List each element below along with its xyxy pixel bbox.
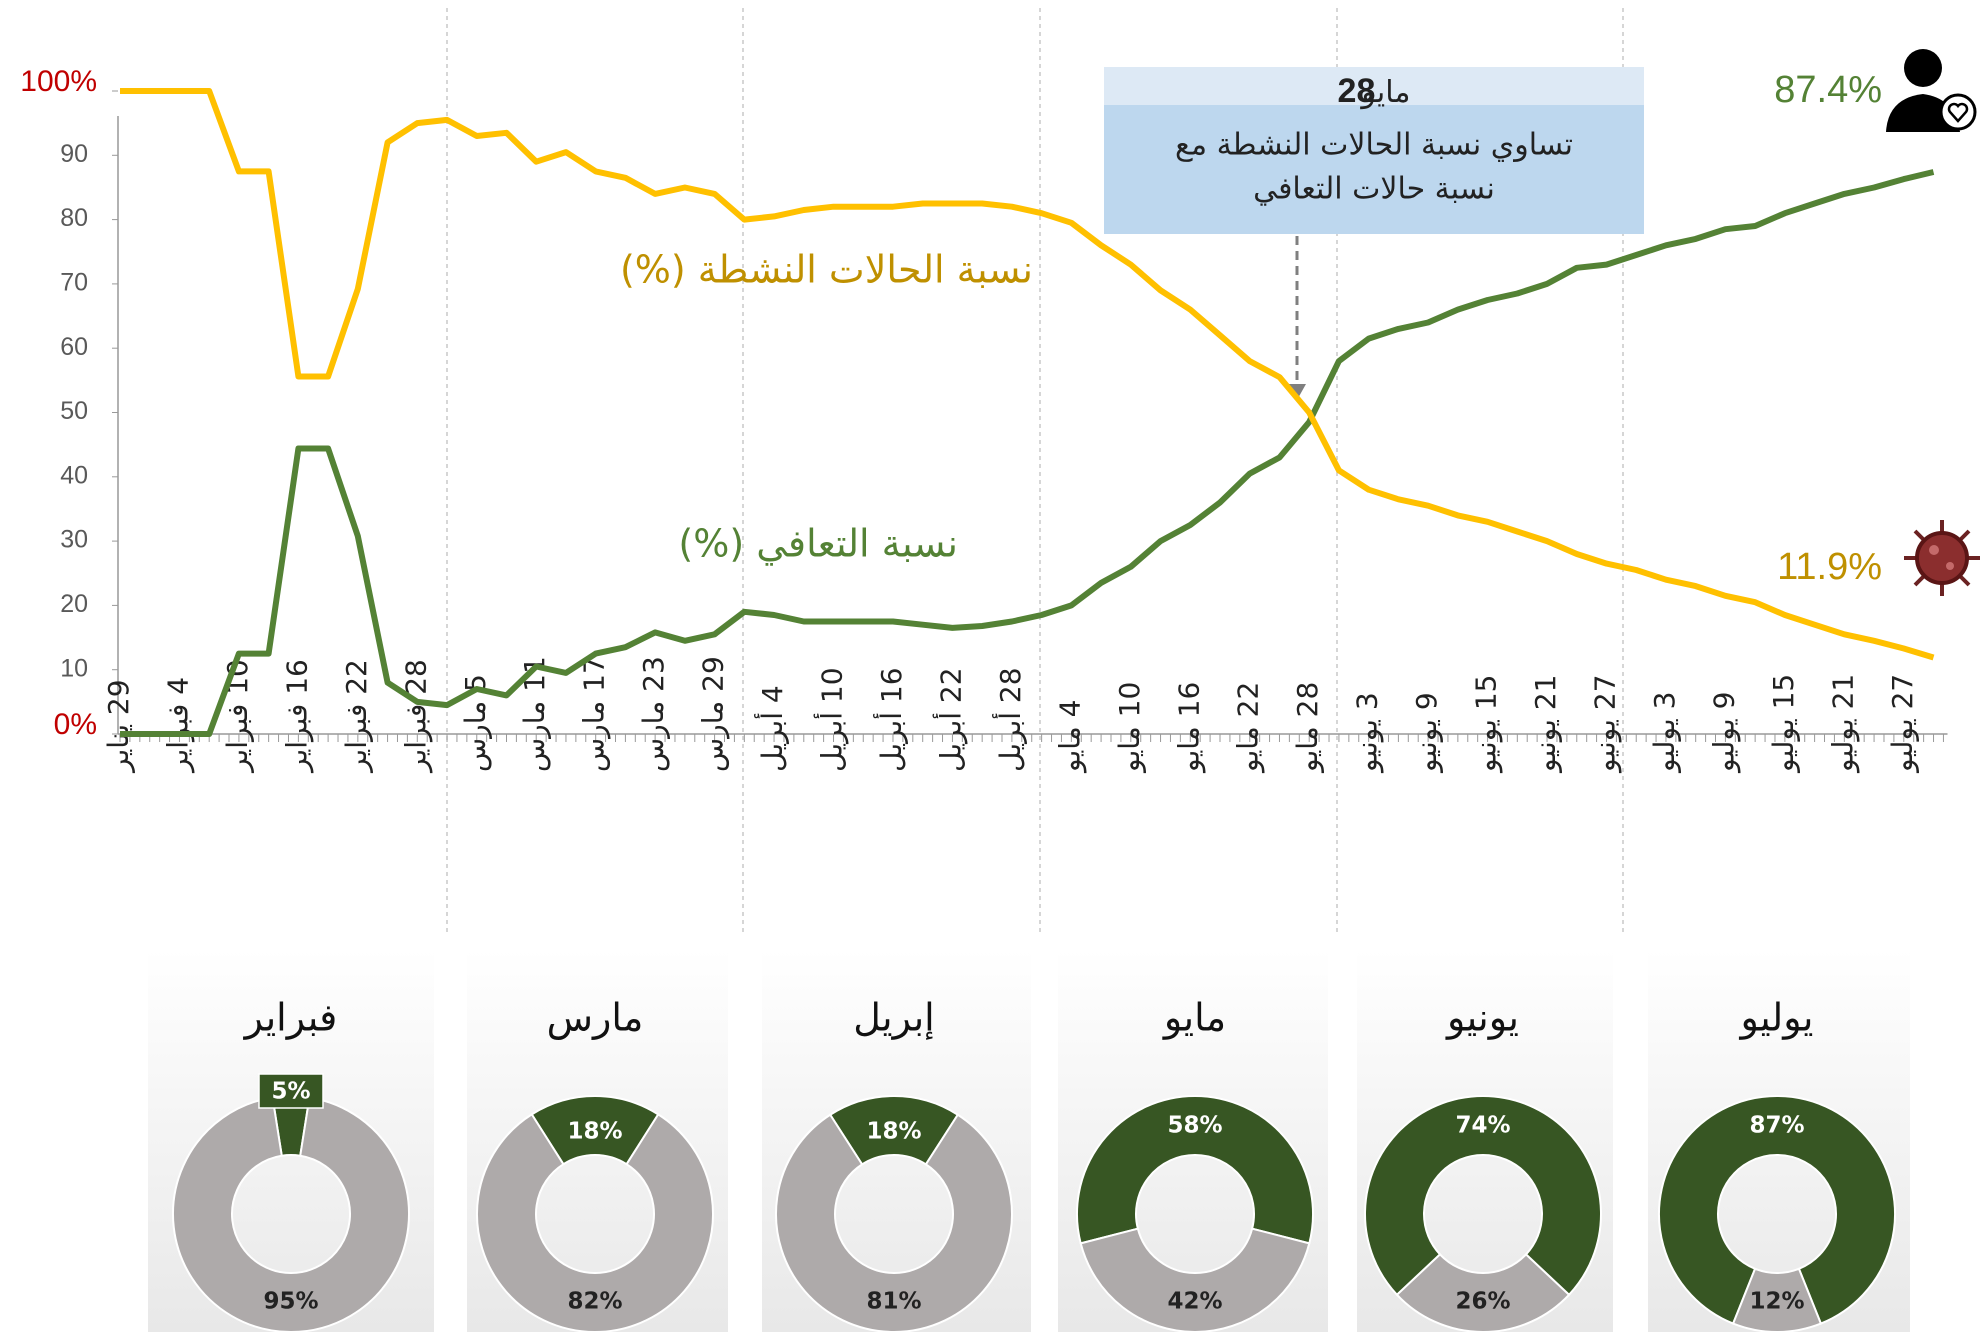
x-tick-label: 28 أبريل <box>991 667 1027 772</box>
annotation-month: مايو <box>1359 75 1410 110</box>
donut-label: 82% <box>567 1289 622 1315</box>
donut-label: 42% <box>1167 1289 1222 1315</box>
donut-title: مارس <box>547 996 644 1040</box>
annotation-day: 28 <box>1338 72 1376 110</box>
virus-dot <box>1946 562 1954 570</box>
y-tick-label: 30 <box>60 526 88 554</box>
y-tick-label: 100% <box>20 65 97 98</box>
x-tick-label: 4 أبريل <box>753 685 789 772</box>
y-tick-label: 70 <box>60 269 88 297</box>
donut-segment <box>172 1096 410 1332</box>
icon-heart <box>1947 102 1969 123</box>
x-tick-label: 9 يوليو <box>1707 692 1740 774</box>
y-tick-label: 10 <box>60 654 88 682</box>
donut-segment <box>1731 1267 1823 1332</box>
donut-segment <box>1395 1252 1571 1332</box>
donut-label: 81% <box>866 1289 921 1315</box>
y-tick-label: 20 <box>60 590 88 618</box>
series-line <box>120 88 1935 661</box>
donut-label: 5% <box>271 1079 310 1105</box>
donut-segment <box>1079 1227 1311 1332</box>
virus-body <box>1915 531 1969 585</box>
virus-icon <box>1904 520 1980 596</box>
x-tick-label: 23 مارس <box>637 656 670 772</box>
x-tick-label: 22 أبريل <box>931 667 967 772</box>
donut-segment <box>476 1112 714 1332</box>
donut-label: 58% <box>1167 1113 1222 1139</box>
y-tick-label: 90 <box>60 140 88 168</box>
x-tick-label: 22 مايو <box>1232 682 1265 774</box>
x-tick-label: 28 مايو <box>1291 682 1324 774</box>
series-label: نسبة التعافي (%) <box>678 522 958 566</box>
x-tick-label: 16 فبراير <box>280 659 313 774</box>
x-tick-label: 28 فبراير <box>399 659 432 774</box>
x-tick-label: 21 يوليو <box>1826 674 1859 774</box>
donut-title: مايو <box>1162 996 1226 1041</box>
x-tick-label: 11 مارس <box>518 656 551 772</box>
end-label: 11.9% <box>1777 546 1882 588</box>
y-tick-label: 50 <box>60 397 88 425</box>
y-tick-label: 0% <box>54 708 97 741</box>
panels <box>148 949 1910 1332</box>
donut-label: 95% <box>263 1289 318 1315</box>
icon-body <box>1886 94 1960 132</box>
x-tick-label: 10 فبراير <box>221 659 254 774</box>
donut-label: 74% <box>1455 1113 1510 1139</box>
label-box <box>258 1073 324 1109</box>
x-tick-label: 9 يونيو <box>1410 692 1443 774</box>
x-tick-label: 22 فبراير <box>340 659 373 774</box>
annotation-box <box>1104 105 1644 234</box>
donut-label: 26% <box>1455 1289 1510 1315</box>
x-tick-label: 4 مايو <box>1053 699 1086 774</box>
donut-title: فبراير <box>243 996 338 1041</box>
annotation-date: مايو28 <box>1338 72 1411 110</box>
x-tick-label: 3 يوليو <box>1648 692 1681 774</box>
x-tick-label: 27 يونيو <box>1589 674 1622 774</box>
annotation-text: نسبة حالات التعافي <box>1253 172 1495 207</box>
x-tick-label: 21 يونيو <box>1529 674 1562 774</box>
x-tick-label: 16 مايو <box>1172 682 1205 774</box>
donut-label: 18% <box>567 1119 622 1145</box>
x-tick-label: 29 يناير <box>102 679 135 774</box>
donut-segment <box>1076 1094 1314 1245</box>
icon-head <box>1904 49 1942 87</box>
donut-title: يوليو <box>1739 996 1814 1041</box>
x-tick-label: 15 يونيو <box>1470 674 1503 774</box>
x-tick-label: 10 أبريل <box>813 667 849 772</box>
donut-label: 12% <box>1749 1289 1804 1315</box>
end-label: 87.4% <box>1774 69 1882 111</box>
x-tick-label: 17 مارس <box>578 656 611 772</box>
series-line <box>120 169 1935 737</box>
x-tick-label: 10 مايو <box>1113 682 1146 774</box>
donut-label: 87% <box>1749 1113 1804 1139</box>
person-icon <box>1886 49 1977 132</box>
donut-title: يونيو <box>1445 996 1519 1041</box>
x-tick-label: 16 أبريل <box>872 667 908 772</box>
y-tick-label: 40 <box>60 461 88 489</box>
x-tick-label: 15 يوليو <box>1767 674 1800 774</box>
annotation-text: تساوي نسبة الحالات النشطة مع <box>1175 128 1573 163</box>
y-tick-label: 60 <box>60 333 88 361</box>
x-tick-label: 29 مارس <box>697 656 730 772</box>
x-tick-label: 3 يونيو <box>1351 692 1384 774</box>
donut-segment <box>1364 1095 1602 1297</box>
virus-dot <box>1929 545 1939 555</box>
y-tick-label: 80 <box>60 204 88 232</box>
donut-title: إبريل <box>853 996 934 1041</box>
donut-segment <box>1658 1095 1896 1325</box>
donut-label: 18% <box>866 1119 921 1145</box>
annotation-box-top <box>1104 67 1644 107</box>
series-label: نسبة الحالات النشطة (%) <box>620 248 1033 292</box>
x-tick-label: 27 يوليو <box>1886 674 1919 774</box>
icon-heart-ring <box>1939 93 1977 131</box>
x-tick-label: 4 فبراير <box>161 677 194 774</box>
donut-segment <box>775 1113 1013 1332</box>
